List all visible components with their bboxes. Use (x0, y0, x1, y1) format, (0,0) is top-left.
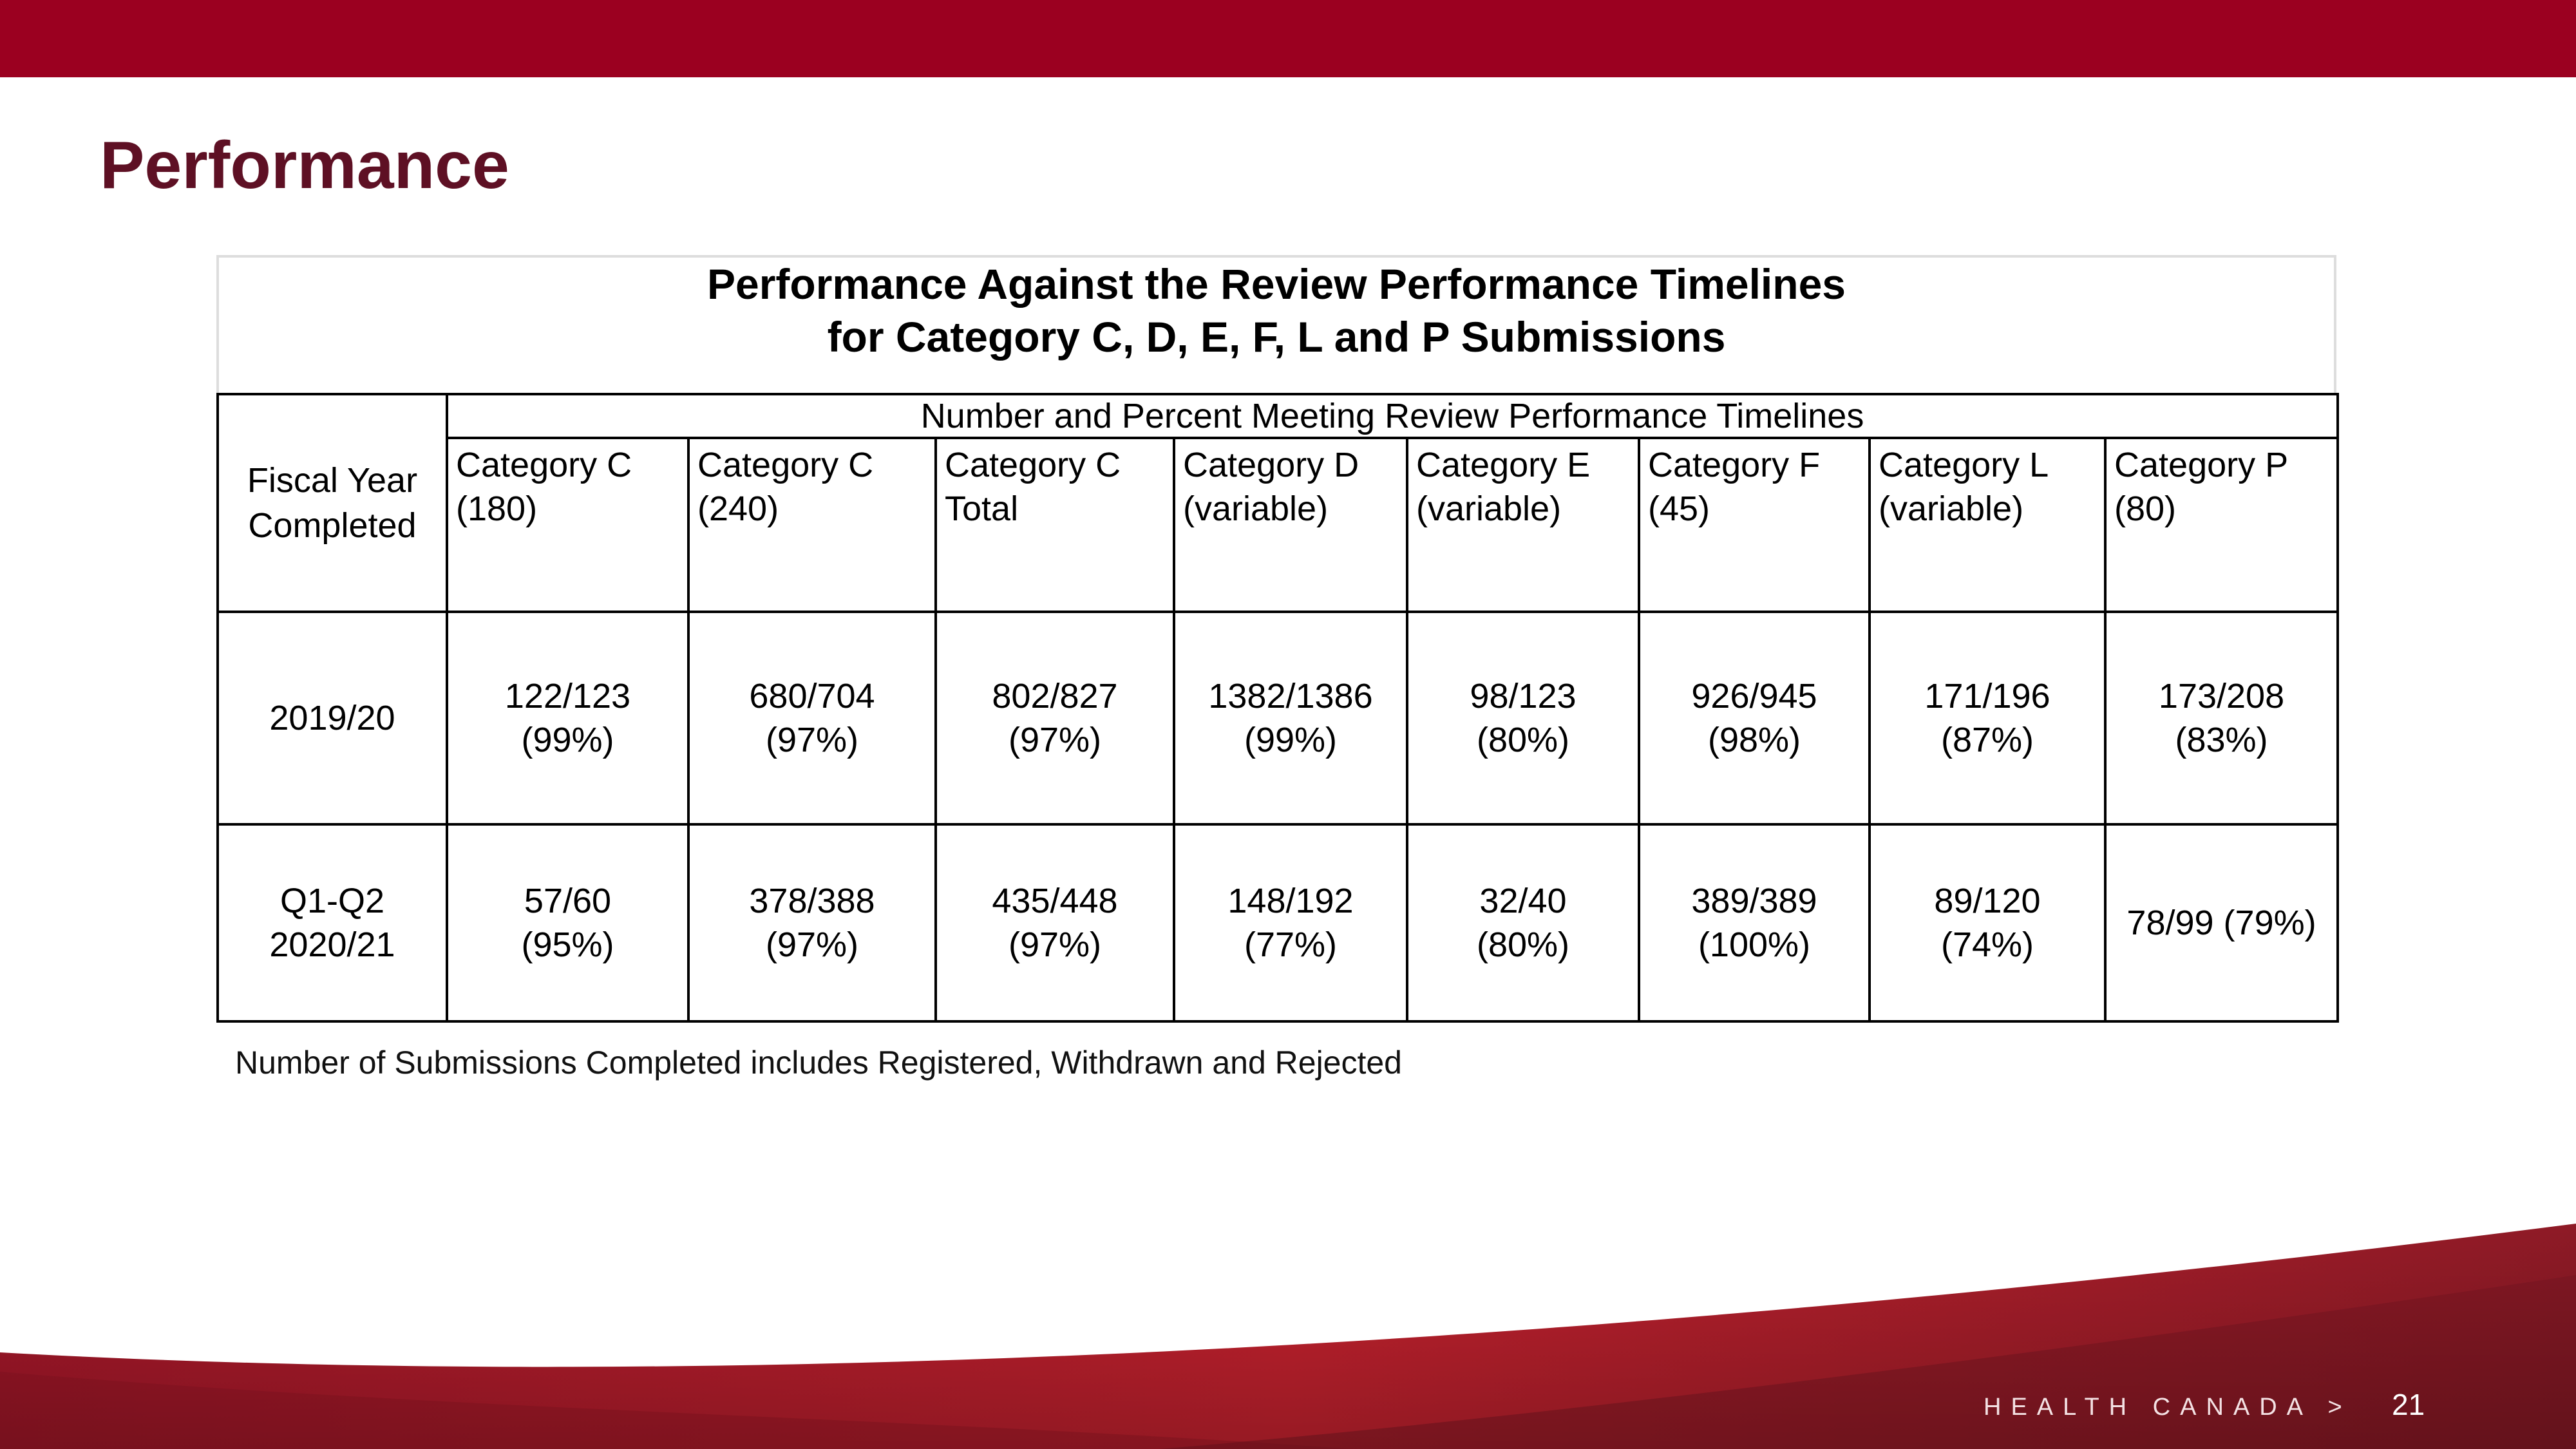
cell-count: 926/945 (1691, 677, 1817, 715)
footer-wave-band (0, 1224, 2576, 1449)
column-header: Category C (240) (687, 437, 937, 613)
cell-percent: (87%) (1940, 721, 2034, 759)
column-header: Category P (80) (2103, 437, 2340, 613)
table-title-frame (216, 255, 2336, 393)
fiscal-year-header-line1: Fiscal Year (247, 461, 418, 500)
table-cell: 98/123 (80%) (1406, 611, 1640, 826)
column-header-detail: (80) (2114, 489, 2177, 528)
column-header-detail: (variable) (1416, 489, 1562, 528)
column-header: Category D (variable) (1173, 437, 1408, 613)
table-title-line2: for Category C, D, E, F, L and P Submiss… (827, 313, 1726, 361)
table-row: Q1-Q2 2020/21 57/60 (95%) 378/388 (97%) 435… (216, 823, 2340, 1023)
category-header-row: Category C (180) Category C (240) Category… (218, 437, 2340, 613)
table-cell: 1382/1386 (99%) (1173, 611, 1408, 826)
performance-table: Fiscal Year Completed Number and Percent… (216, 393, 2340, 1023)
cell-count: 171/196 (1924, 677, 2050, 715)
cell-count: 802/827 (992, 677, 1118, 715)
column-header-detail: (45) (1648, 489, 1710, 528)
cell-percent: (95%) (521, 925, 614, 964)
cell-percent: (97%) (1008, 721, 1102, 759)
cell-percent: (83%) (2175, 721, 2268, 759)
cell-percent: (99%) (1244, 721, 1338, 759)
table-cell: 32/40 (80%) (1406, 823, 1640, 1023)
fiscal-year-cell: Q1-Q2 2020/21 (216, 823, 448, 1023)
column-header-name: Category L (1879, 446, 2049, 484)
table-cell: 926/945 (98%) (1638, 611, 1871, 826)
cell-count: 89/120 (1934, 882, 2041, 920)
fiscal-year-header-line2: Completed (248, 506, 417, 545)
table-cell: 148/192 (77%) (1173, 823, 1408, 1023)
column-header: Category E (variable) (1406, 437, 1640, 613)
cell-percent: (80%) (1476, 721, 1570, 759)
table-cell: 78/99 (79%) (2103, 823, 2340, 1023)
page-number: 21 (2392, 1388, 2425, 1421)
cell-count: 435/448 (992, 882, 1118, 920)
table-header-row: Fiscal Year Completed Number and Percent… (216, 393, 2340, 613)
cell-percent: (97%) (1008, 925, 1102, 964)
cell-percent: (74%) (1940, 925, 2034, 964)
fiscal-year-line2: 2020/21 (269, 925, 395, 964)
footer-label: HEALTH CANADA > (1984, 1394, 2352, 1421)
cell-percent: (97%) (765, 925, 859, 964)
cell-count: 173/208 (2158, 677, 2285, 715)
cell-count: 78/99 (79%) (2126, 904, 2316, 942)
table-footnote: Number of Submissions Completed includes… (235, 1045, 1402, 1081)
top-banner (0, 0, 2576, 77)
table-cell: 173/208 (83%) (2103, 611, 2340, 826)
column-header-detail: (240) (697, 489, 779, 528)
table-title: Performance Against the Review Performan… (216, 258, 2336, 363)
column-header: Category C Total (934, 437, 1175, 613)
column-header-name: Category C (945, 446, 1121, 484)
column-header: Category F (45) (1638, 437, 1871, 613)
column-header-detail: Total (945, 489, 1019, 528)
column-header-name: Category C (697, 446, 874, 484)
column-header-detail: (variable) (1183, 489, 1329, 528)
table-cell: 378/388 (97%) (687, 823, 937, 1023)
cell-count: 98/123 (1470, 677, 1577, 715)
table-cell: 171/196 (87%) (1868, 611, 2107, 826)
cell-count: 122/123 (504, 677, 631, 715)
fiscal-year-line1: 2019/20 (269, 699, 395, 737)
cell-count: 389/389 (1691, 882, 1817, 920)
cell-count: 32/40 (1479, 882, 1567, 920)
fiscal-year-line1: Q1-Q2 (279, 882, 385, 920)
cell-percent: (99%) (521, 721, 614, 759)
table-cell: 389/389 (100%) (1638, 823, 1871, 1023)
table-cell: 122/123 (99%) (446, 611, 690, 826)
fiscal-year-cell: 2019/20 (216, 611, 448, 826)
column-header-name: Category P (2114, 446, 2289, 484)
column-header: Category C (180) (446, 437, 690, 613)
cell-percent: (98%) (1707, 721, 1801, 759)
cell-count: 1382/1386 (1208, 677, 1373, 715)
column-header: Category L (variable) (1868, 437, 2107, 613)
table-cell: 89/120 (74%) (1868, 823, 2107, 1023)
cell-count: 57/60 (524, 882, 612, 920)
table-cell: 435/448 (97%) (934, 823, 1175, 1023)
table-row: 2019/20 122/123 (99%) 680/704 (97%) 802/82… (216, 611, 2340, 826)
column-header-name: Category F (1648, 446, 1821, 484)
cell-percent: (100%) (1698, 925, 1811, 964)
column-header-name: Category D (1183, 446, 1359, 484)
cell-count: 148/192 (1227, 882, 1354, 920)
column-header-detail: (180) (456, 489, 538, 528)
table-cell: 57/60 (95%) (446, 823, 690, 1023)
span-header: Number and Percent Meeting Review Perfor… (445, 393, 2340, 439)
cell-count: 680/704 (749, 677, 875, 715)
cell-percent: (77%) (1244, 925, 1338, 964)
column-header-name: Category E (1416, 446, 1591, 484)
column-header-detail: (variable) (1879, 489, 2024, 528)
column-header-name: Category C (456, 446, 632, 484)
table-title-line1: Performance Against the Review Performan… (707, 260, 1846, 308)
page-title: Performance (100, 128, 509, 203)
cell-percent: (97%) (765, 721, 859, 759)
cell-percent: (80%) (1476, 925, 1570, 964)
table-cell: 680/704 (97%) (687, 611, 937, 826)
fiscal-year-header: Fiscal Year Completed (216, 393, 448, 613)
table-cell: 802/827 (97%) (934, 611, 1175, 826)
cell-count: 378/388 (749, 882, 875, 920)
